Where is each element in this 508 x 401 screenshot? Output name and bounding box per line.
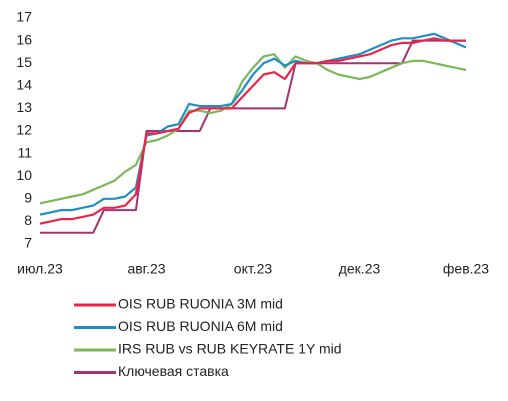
y-tick-label: 8	[24, 212, 32, 228]
legend-label: OIS RUB RUONIA 6M mid	[118, 318, 283, 334]
y-tick-label: 11	[17, 144, 32, 160]
y-tick-label: 17	[16, 9, 32, 25]
x-tick-label: дек.23	[339, 261, 381, 277]
x-tick-label: авг.23	[127, 261, 165, 277]
y-tick-label: 14	[16, 77, 32, 93]
x-tick-label: окт.23	[234, 261, 273, 277]
series-line	[40, 39, 466, 234]
legend-label: OIS RUB RUONIA 3M mid	[118, 296, 283, 312]
x-tick-label: июл.23	[17, 261, 63, 277]
y-tick-label: 12	[16, 122, 32, 138]
y-tick-label: 13	[16, 99, 32, 115]
series-line	[39, 37, 466, 225]
y-tick-label: 7	[24, 235, 32, 251]
y-tick-label: 15	[16, 54, 32, 70]
series-line	[39, 32, 467, 216]
legend-label: Ключевая ставка	[118, 363, 229, 379]
legend-label: IRS RUB vs RUB KEYRATE 1Y mid	[118, 341, 342, 357]
series-line	[39, 53, 467, 205]
x-tick-label: фев.23	[443, 261, 489, 277]
y-tick-label: 9	[24, 190, 32, 206]
y-tick-label: 16	[16, 31, 32, 47]
y-tick-label: 10	[16, 167, 32, 183]
